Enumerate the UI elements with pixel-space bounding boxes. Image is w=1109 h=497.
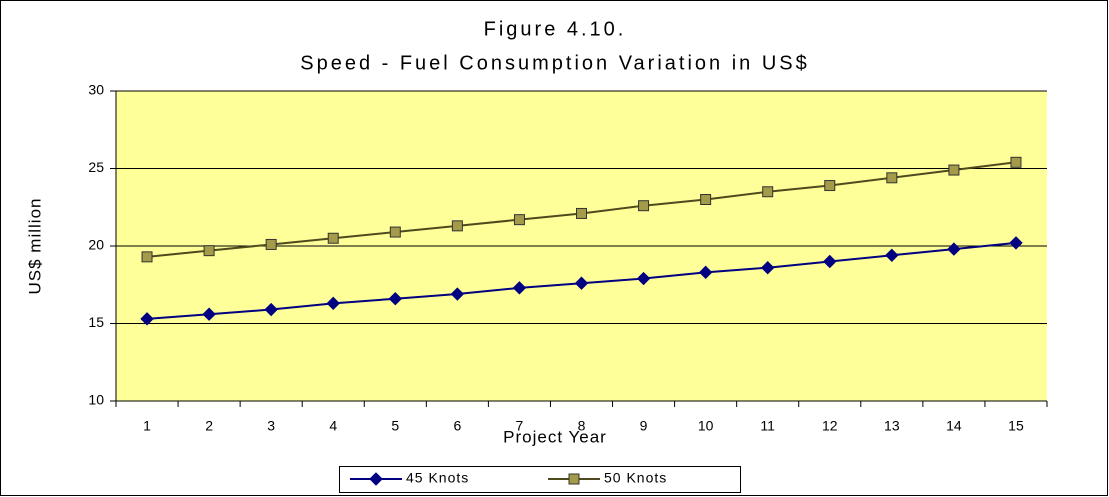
marker [947, 242, 961, 256]
marker [824, 180, 836, 192]
marker [327, 232, 339, 244]
marker [141, 251, 153, 263]
x-tick-label: 9 [640, 418, 648, 434]
y-tick-label: 30 [88, 82, 104, 98]
legend: 45 Knots 50 Knots [339, 466, 741, 493]
marker [513, 214, 525, 226]
marker [451, 220, 463, 232]
marker [326, 296, 340, 311]
x-tick-label: 7 [516, 418, 524, 434]
marker [576, 207, 587, 219]
marker [762, 186, 774, 198]
chart-subtitle: Speed - Fuel Consumption Variation in US… [300, 52, 810, 74]
marker [265, 238, 277, 250]
x-tick-label: 15 [1008, 418, 1024, 434]
marker [760, 260, 775, 275]
x-tick-label: 5 [391, 418, 399, 434]
marker [202, 307, 216, 321]
x-axis-label: Project Year [503, 427, 607, 446]
marker [389, 226, 401, 238]
marker [140, 312, 154, 326]
x-tick-label: 6 [453, 418, 461, 434]
marker [568, 473, 580, 485]
marker [574, 276, 589, 290]
marker [885, 248, 899, 263]
x-tick-label: 3 [267, 418, 275, 434]
x-tick-label: 8 [578, 418, 586, 434]
x-tick-label: 13 [884, 418, 900, 434]
marker [638, 200, 650, 212]
marker [369, 472, 383, 486]
y-axis-label: US$ million [25, 198, 44, 295]
marker [1009, 236, 1023, 250]
y-tick-label: 15 [88, 314, 104, 330]
marker [886, 172, 898, 184]
marker [203, 245, 215, 257]
x-tick-label: 12 [822, 418, 838, 434]
x-tick-label: 1 [143, 418, 151, 434]
x-tick-label: 14 [946, 418, 962, 434]
marker [512, 281, 527, 295]
x-tick-label: 4 [329, 418, 337, 434]
marker [823, 254, 837, 269]
y-tick-label: 25 [88, 159, 104, 175]
legend-label: 45 Knots [406, 470, 469, 486]
legend-label: 50 Knots [604, 470, 667, 486]
marker [698, 265, 713, 280]
x-tick-label: 11 [760, 418, 775, 434]
marker [636, 271, 651, 286]
y-tick-label: 20 [88, 237, 104, 253]
x-tick-label: 10 [698, 418, 714, 434]
marker [450, 287, 465, 301]
marker [1010, 156, 1022, 168]
y-tick-label: 10 [88, 392, 104, 408]
marker [948, 164, 960, 176]
marker [388, 291, 403, 306]
marker [700, 194, 712, 205]
marker [264, 302, 278, 317]
chart-title: Figure 4.10. [484, 18, 627, 40]
legend-box [339, 466, 741, 493]
x-tick-label: 2 [205, 418, 213, 434]
